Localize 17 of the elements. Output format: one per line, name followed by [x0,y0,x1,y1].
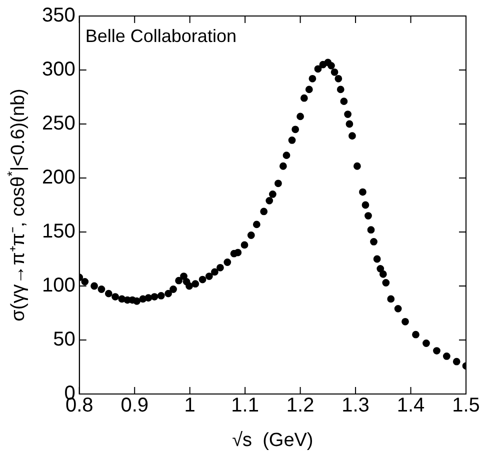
x-tick-label: 1.4 [396,394,425,417]
x-tick-label: 1.2 [286,394,314,417]
y-axis-title: σ(γγ→π⁺π⁻, cosθ*|<0.6)(nb) [4,88,29,322]
x-tick-label: 0.9 [120,394,149,417]
x-axis-title: √s (GeV) [232,430,314,451]
y-tick-label: 300 [42,58,76,81]
annotation: Belle Collaboration [85,26,236,46]
x-tick-label: 1 [184,394,196,417]
y-tick-label: 250 [42,112,76,135]
y-tick-label: 350 [42,4,76,27]
x-tick-label: 1.1 [231,394,259,417]
y-tick-label: 200 [42,166,76,189]
y-tick-label: 100 [42,274,76,297]
x-tick-label: 1.5 [452,394,480,417]
x-tick-label: 1.3 [342,394,370,417]
y-tick-label: 50 [53,328,76,351]
y-tick-label: 150 [42,220,76,243]
